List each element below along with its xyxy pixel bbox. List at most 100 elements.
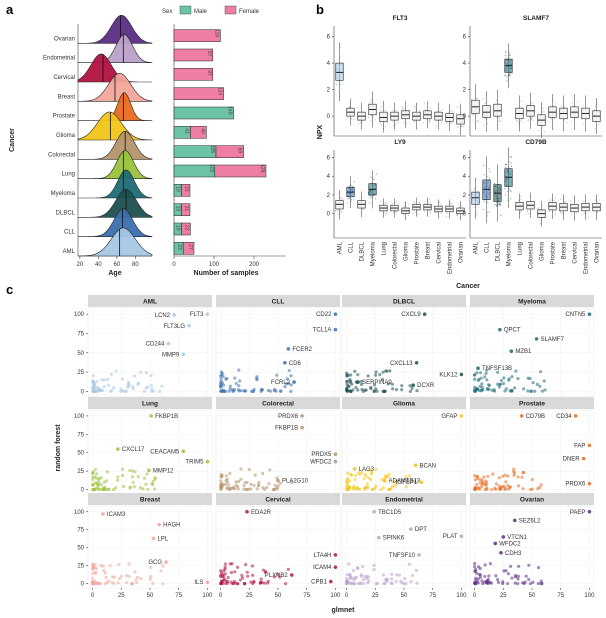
scatter-point <box>95 380 99 384</box>
boxplot-category-label: Colorectal <box>393 242 399 269</box>
ridge-glioma <box>77 111 153 141</box>
scatter-point <box>251 573 255 577</box>
boxplot-box-ovarian <box>456 114 465 125</box>
ridge-colorectal <box>77 130 153 160</box>
boxplot-point <box>476 205 478 207</box>
scatter-point <box>535 382 539 386</box>
boxplot-point <box>504 55 506 57</box>
boxplot-point <box>477 120 479 122</box>
scatter-point <box>501 580 505 584</box>
scatter-x-tick-label: 25 <box>500 593 507 599</box>
scatter-labelled-point <box>409 527 413 531</box>
boxplot-point <box>564 200 566 203</box>
boxplot-point <box>373 195 375 197</box>
scatter-labelled-point <box>493 541 498 546</box>
boxplot-point <box>429 213 431 215</box>
scatter-point <box>92 382 97 387</box>
boxplot-point <box>575 212 578 214</box>
boxplot-point <box>347 202 349 204</box>
scatter-point <box>476 486 480 491</box>
scatter-point <box>407 474 412 478</box>
scatter-point <box>234 483 238 488</box>
boxplot-point <box>509 74 511 77</box>
scatter-point <box>116 581 120 585</box>
scatter-point <box>219 573 223 577</box>
boxplot-point <box>477 213 479 215</box>
boxplot-point <box>472 206 474 208</box>
scatter-point <box>504 387 508 391</box>
boxplot-category-label: DLBCL <box>496 241 502 261</box>
bar-male-label: 23 <box>176 244 182 250</box>
boxplot-y-tick-label: 2 <box>327 88 331 94</box>
boxplot-y-tick-label: 4 <box>327 61 331 67</box>
scatter-point <box>139 370 143 374</box>
scatter-point <box>96 389 100 393</box>
boxplot-y-tick-label: 0 <box>327 212 331 218</box>
scatter-point <box>243 389 247 393</box>
scatter-strip <box>470 295 594 307</box>
boxplot-point <box>560 198 562 200</box>
scatter-point <box>119 574 124 578</box>
scatter-point-label: SPINK6 <box>383 536 405 542</box>
scatter-y-tick-label: 75 <box>77 331 84 337</box>
scatter-labelled-point <box>476 366 480 371</box>
scatter-point <box>105 470 109 474</box>
scatter-point <box>498 383 502 387</box>
scatter-point <box>104 575 108 580</box>
scatter-point <box>501 382 506 386</box>
scatter-facet-title: Ovarian <box>520 497 544 504</box>
scatter-point <box>374 582 378 586</box>
scatter-point-label: FLT3 <box>190 312 204 318</box>
bar-female-lung <box>214 164 267 178</box>
boxplot-point <box>527 119 529 122</box>
scatter-point <box>102 378 106 382</box>
scatter-point <box>90 576 95 580</box>
boxplot-point <box>449 202 452 205</box>
boxplot-point <box>429 121 431 123</box>
scatter-point <box>481 388 485 392</box>
scatter-point-label: MZB1 <box>515 349 532 355</box>
scatter-point <box>513 573 518 578</box>
boxplot-point <box>394 123 397 125</box>
scatter-point <box>348 572 352 576</box>
boxplot-point <box>504 163 507 165</box>
boxplot-box-cll <box>482 179 491 200</box>
scatter-point <box>91 380 95 384</box>
scatter-point <box>374 467 378 472</box>
scatter-point <box>516 582 520 586</box>
boxplot-point <box>335 94 337 96</box>
scatter-point <box>159 569 163 573</box>
boxplot-point <box>508 57 510 59</box>
scatter-point <box>481 481 485 486</box>
scatter-point-label: WFDC2 <box>310 460 332 466</box>
scatter-point <box>97 482 101 487</box>
scatter-point <box>497 476 501 480</box>
scatter-point <box>410 479 414 483</box>
boxplot-point <box>477 189 479 191</box>
scatter-x-tick-label: 75 <box>303 593 310 599</box>
scatter-labelled-point <box>509 349 514 354</box>
bar-female-label: 128 <box>259 164 265 173</box>
boxplot-point <box>496 204 498 206</box>
boxplot-point <box>527 213 530 215</box>
scatter-point <box>345 480 350 485</box>
scatter-point <box>127 562 131 566</box>
boxplot-point <box>374 198 377 200</box>
boxplot-point <box>403 214 405 216</box>
boxplot-y-tick-label: 4 <box>327 174 331 180</box>
boxplot-point <box>357 123 360 125</box>
scatter-point <box>285 377 289 381</box>
boxplot-category-label: CLL <box>485 241 491 253</box>
scatter-strip <box>470 397 594 409</box>
scatter-point-label: FCRL2 <box>271 380 291 386</box>
boxplot-point <box>379 123 381 125</box>
boxplot-point <box>337 209 339 211</box>
scatter-point <box>234 381 238 386</box>
ridge-aml <box>78 227 153 257</box>
ridge-dlbcl <box>77 188 153 218</box>
scatter-point <box>400 581 404 585</box>
boxplot-facet-title: FLT3 <box>392 15 407 22</box>
scatter-point <box>381 370 385 374</box>
scatter-point <box>371 487 375 492</box>
scatter-point-label: MMP9 <box>162 352 180 358</box>
